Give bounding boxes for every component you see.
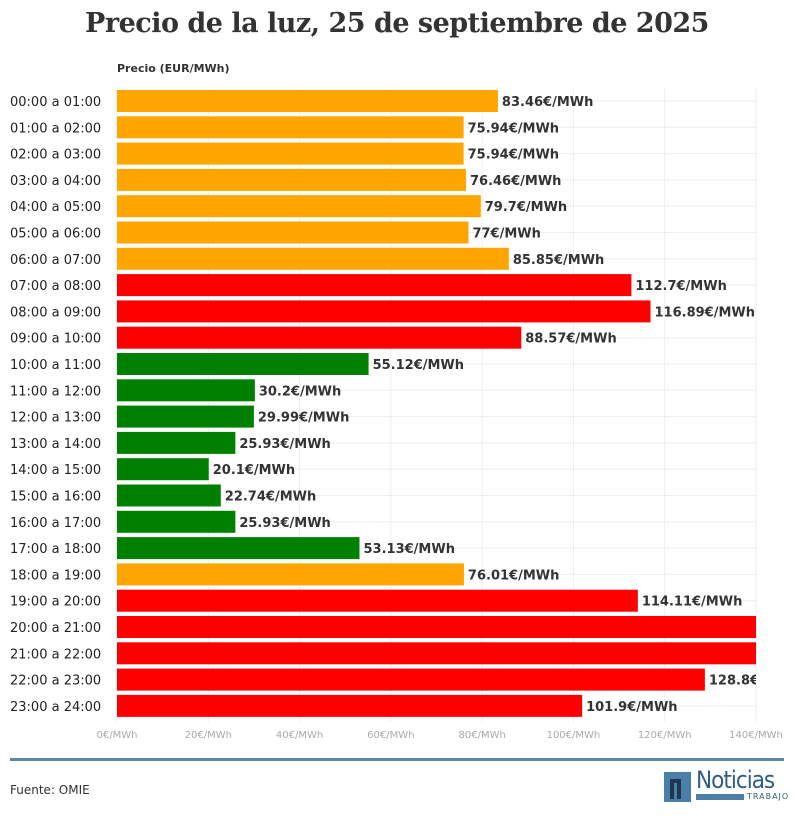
x-tick-label: 20€/MWh bbox=[185, 730, 232, 741]
data-label: 22.74€/MWh bbox=[225, 490, 316, 505]
x-tick-label: 100€/MWh bbox=[547, 730, 601, 741]
data-label: 75.94€/MWh bbox=[468, 121, 559, 136]
category-label: 02:00 a 03:00 bbox=[10, 148, 101, 163]
bar bbox=[117, 510, 236, 533]
data-label: 112.7€/MWh bbox=[635, 279, 726, 294]
bar bbox=[117, 694, 583, 717]
data-label: 77€/MWh bbox=[472, 227, 540, 242]
category-label: 19:00 a 20:00 bbox=[10, 595, 101, 610]
bar bbox=[117, 353, 369, 375]
data-label: 76.01€/MWh bbox=[468, 568, 559, 583]
bar bbox=[117, 142, 464, 165]
data-label: 116.89€/MWh bbox=[655, 305, 756, 320]
data-label: 75.94€/MWh bbox=[468, 148, 559, 163]
x-tick-label: 80€/MWh bbox=[458, 730, 505, 741]
data-label: 25.93€/MWh bbox=[239, 437, 330, 452]
logo-word: Noticias bbox=[696, 766, 775, 794]
data-label: 25.93€/MWh bbox=[239, 516, 330, 531]
data-label: 88.57€/MWh bbox=[525, 332, 616, 347]
category-label: 03:00 a 04:00 bbox=[10, 174, 101, 189]
category-label: 07:00 a 08:00 bbox=[10, 279, 101, 294]
bar bbox=[117, 168, 466, 191]
bar bbox=[117, 221, 469, 244]
bar-chart: 0€/MWh 20€/MWh 40€/MWh 60€/MWh 80€/MWh 100€/M… bbox=[10, 89, 783, 741]
category-label: 22:00 a 23:00 bbox=[10, 674, 101, 689]
bar bbox=[117, 642, 756, 665]
category-label: 23:00 a 24:00 bbox=[10, 700, 101, 715]
bar bbox=[117, 326, 522, 349]
bar bbox=[117, 300, 651, 323]
category-label: 14:00 a 15:00 bbox=[10, 463, 101, 478]
data-label: 101.9€/MWh bbox=[586, 700, 677, 715]
data-label: 55.12€/MWh bbox=[373, 358, 464, 373]
data-label: 20.1€/MWh bbox=[213, 463, 295, 478]
bar bbox=[117, 405, 254, 428]
data-label: 29.99€/MWh bbox=[258, 411, 349, 426]
noticias-trabajo-logo: Noticias TRABAJO bbox=[664, 766, 788, 804]
data-label: 53.13€/MWh bbox=[364, 542, 455, 557]
logo-sub: TRABAJO bbox=[747, 792, 790, 801]
category-label: 18:00 a 19:00 bbox=[10, 568, 101, 583]
bar bbox=[117, 563, 464, 586]
x-tick-label: 140€/MWh bbox=[729, 730, 783, 741]
category-label: 10:00 a 11:00 bbox=[10, 358, 101, 373]
bar bbox=[117, 458, 209, 481]
bar bbox=[117, 379, 255, 402]
x-tick-label: 60€/MWh bbox=[367, 730, 414, 741]
y-axis-label: Precio (EUR/MWh) bbox=[117, 62, 230, 75]
x-tick-label: 40€/MWh bbox=[276, 730, 323, 741]
data-label: 30.2€/MWh bbox=[259, 384, 341, 399]
category-label: 01:00 a 02:00 bbox=[10, 121, 101, 136]
footer-divider bbox=[10, 758, 784, 761]
bar bbox=[117, 116, 464, 139]
data-label: 85.85€/MWh bbox=[513, 253, 604, 268]
source-note: Fuente: OMIE bbox=[10, 783, 90, 797]
bar bbox=[117, 589, 638, 612]
category-label: 04:00 a 05:00 bbox=[10, 200, 101, 215]
data-label: 114.11€/MWh bbox=[642, 595, 743, 610]
bar bbox=[117, 247, 509, 270]
x-tick-label: 120€/MWh bbox=[638, 730, 692, 741]
bar bbox=[117, 431, 236, 454]
data-label: 79.7€/MWh bbox=[485, 200, 567, 215]
bar bbox=[117, 537, 360, 560]
x-tick-label: 0€/MWh bbox=[97, 730, 138, 741]
bar bbox=[117, 616, 756, 638]
category-label: 06:00 a 07:00 bbox=[10, 253, 101, 268]
category-label: 20:00 a 21:00 bbox=[10, 621, 101, 636]
chart-title: Precio de la luz, 25 de septiembre de 20… bbox=[85, 8, 709, 39]
category-label: 08:00 a 09:00 bbox=[10, 305, 101, 320]
category-label: 00:00 a 01:00 bbox=[10, 95, 101, 110]
category-label: 11:00 a 12:00 bbox=[10, 384, 101, 399]
bar bbox=[117, 484, 221, 507]
data-label: 83.46€/MWh bbox=[502, 95, 593, 110]
bar bbox=[117, 274, 632, 297]
logo-bar bbox=[696, 794, 744, 800]
bar bbox=[117, 195, 481, 218]
category-label: 15:00 a 16:00 bbox=[10, 490, 101, 505]
category-label: 05:00 a 06:00 bbox=[10, 227, 101, 242]
category-label: 13:00 a 14:00 bbox=[10, 437, 101, 452]
bar bbox=[117, 668, 705, 691]
data-label: 76.46€/MWh bbox=[470, 174, 561, 189]
category-label: 12:00 a 13:00 bbox=[10, 411, 101, 426]
bar bbox=[117, 90, 498, 112]
category-label: 16:00 a 17:00 bbox=[10, 516, 101, 531]
logo-n-icon bbox=[664, 772, 691, 802]
category-label: 21:00 a 22:00 bbox=[10, 647, 101, 662]
data-label: 128.8€ bbox=[709, 674, 759, 689]
category-label: 09:00 a 10:00 bbox=[10, 332, 101, 347]
category-label: 17:00 a 18:00 bbox=[10, 542, 101, 557]
